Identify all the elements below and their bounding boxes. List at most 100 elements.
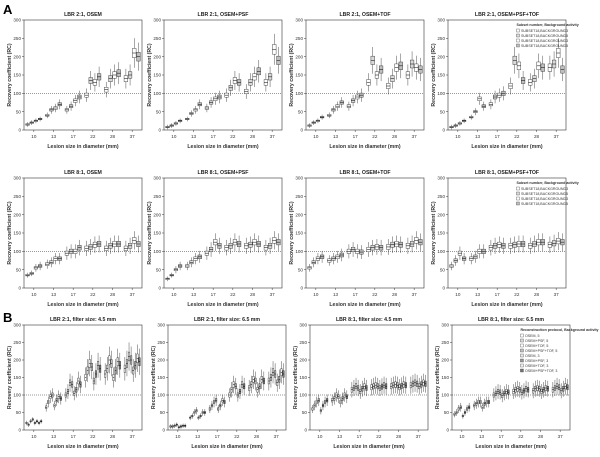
x-tick-label: 28 [110, 292, 116, 297]
chart-panel-12: LBR 8:1, filter size: 6.5 mm 0 50 100 150 200… [435, 317, 599, 450]
x-axis-label: Lesion size in diameter (mm) [47, 144, 118, 150]
y-tick-label: 150 [13, 231, 21, 236]
plot-frame [305, 177, 425, 289]
y-tick-label: 50 [440, 267, 446, 272]
y-tick-label: 50 [156, 267, 162, 272]
section-label-a: A [3, 2, 13, 17]
x-tick-label: 17 [211, 134, 217, 139]
x-tick-label: 22 [514, 292, 520, 297]
legend-swatch [516, 33, 520, 38]
y-tick-label: 250 [299, 340, 307, 345]
panel-title: LBR 2:1, OSEM+PSF+TOF [475, 12, 539, 18]
legend-item: SUBSET18,BACKGROUND3 [521, 39, 568, 43]
x-tick-label: 37 [416, 434, 422, 439]
y-tick-label: 150 [153, 73, 161, 78]
x-axis-label: Lesion size in diameter (mm) [47, 444, 118, 450]
y-tick-label: 200 [13, 54, 21, 59]
x-tick-label: 37 [554, 134, 560, 139]
x-tick-label: 37 [270, 292, 276, 297]
x-tick-label: 22 [90, 292, 96, 297]
legend-item: SUBSET18,BACKGROUND5 [521, 202, 568, 206]
chart-panel-2: LBR 2:1, OSEM+PSF 0 50 100 150 200 250 300 10 13 1… [147, 12, 283, 150]
x-axis-label: Lesion size in diameter (mm) [187, 144, 258, 150]
chart-panel-8: LBR 8:1, OSEM+PSF+TOF 0 50 100 150 200 250 300 1… [431, 170, 579, 308]
y-tick-label: 200 [295, 212, 303, 217]
x-tick-label: 13 [475, 134, 481, 139]
x-tick-label: 22 [372, 292, 378, 297]
x-tick-label: 13 [475, 292, 481, 297]
legend-item: SUBSET18,BACKGROUND3 [521, 197, 568, 201]
x-tick-label: 28 [538, 434, 544, 439]
x-tick-label: 17 [211, 292, 217, 297]
x-tick-label: 37 [558, 434, 564, 439]
y-tick-label: 200 [437, 212, 445, 217]
x-tick-label: 28 [110, 134, 116, 139]
y-tick-label: 150 [295, 231, 303, 236]
y-tick-label: 300 [153, 18, 161, 23]
y-tick-label: 100 [441, 393, 449, 398]
panel-title: LBR 8:1, filter size: 6.5 mm [478, 317, 544, 323]
x-tick-label: 17 [353, 292, 359, 297]
y-tick-label: 250 [437, 194, 445, 199]
y-tick-label: 250 [437, 36, 445, 41]
legend-item: OSEM+PSF+TOF, 5 [525, 349, 558, 353]
legend-title: Reconstruction protocol, Background acti… [520, 328, 598, 332]
plot-frame [163, 177, 283, 289]
y-tick-label: 50 [16, 410, 22, 415]
x-tick-label: 37 [270, 134, 276, 139]
y-axis-label: Recovery coefficient (RC) [431, 201, 437, 264]
y-tick-label: 300 [299, 323, 307, 328]
plot-frame [23, 19, 143, 131]
plot-frame [23, 177, 143, 289]
y-axis-label: Recovery coefficient (RC) [431, 43, 437, 106]
y-tick-label: 50 [298, 267, 304, 272]
x-tick-label: 17 [495, 134, 501, 139]
y-tick-label: 50 [444, 410, 450, 415]
y-tick-label: 50 [298, 109, 304, 114]
x-tick-label: 37 [130, 292, 136, 297]
y-axis-label: Recovery coefficient (RC) [435, 346, 441, 409]
y-tick-label: 150 [441, 375, 449, 380]
x-tick-label: 28 [392, 134, 398, 139]
x-tick-label: 28 [534, 134, 540, 139]
x-tick-label: 17 [215, 434, 221, 439]
y-tick-label: 100 [153, 91, 161, 96]
x-tick-label: 10 [171, 292, 177, 297]
y-tick-label: 300 [13, 323, 21, 328]
y-tick-label: 200 [441, 358, 449, 363]
y-tick-label: 200 [299, 358, 307, 363]
x-tick-label: 28 [250, 134, 256, 139]
legend-item: OSEM+TOF, 5 [525, 344, 548, 348]
legend-item: OSEM+PSF, 5 [525, 339, 548, 343]
legend-item: OSEM+TOF, 3 [525, 364, 548, 368]
y-tick-label: 50 [160, 410, 166, 415]
x-tick-label: 22 [376, 434, 382, 439]
panel-title: LBR 8:1, OSEM [64, 170, 102, 176]
chart-panel-11: LBR 8:1, filter size: 4.5 mm 0 50 100 150 200… [293, 317, 429, 450]
legend-swatch [520, 338, 524, 343]
y-tick-label: 250 [13, 36, 21, 41]
x-tick-label: 13 [51, 134, 57, 139]
y-tick-label: 200 [295, 54, 303, 59]
x-axis-label: Lesion size in diameter (mm) [475, 444, 546, 450]
y-tick-label: 250 [295, 194, 303, 199]
legend-swatch [516, 191, 520, 196]
x-tick-label: 17 [71, 134, 77, 139]
panel-title: LBR 8:1, OSEM+PSF+TOF [475, 170, 539, 176]
x-tick-label: 17 [357, 434, 363, 439]
y-tick-label: 300 [13, 18, 21, 23]
chart-panel-3: LBR 2:1, OSEM+TOF 0 50 100 150 200 250 300 10 13 1… [289, 12, 425, 150]
y-axis-label: Recovery coefficient (RC) [147, 201, 153, 264]
x-tick-label: 10 [175, 434, 181, 439]
y-tick-label: 0 [304, 428, 307, 433]
x-tick-label: 13 [51, 434, 57, 439]
x-axis-label: Lesion size in diameter (mm) [333, 444, 404, 450]
x-tick-label: 10 [313, 134, 319, 139]
x-tick-label: 22 [230, 134, 236, 139]
y-tick-label: 200 [437, 54, 445, 59]
panel-title: LBR 2:1, OSEM [64, 12, 102, 18]
y-tick-label: 300 [153, 176, 161, 181]
x-axis-label: Lesion size in diameter (mm) [471, 302, 542, 308]
panel-title: LBR 2:1, OSEM+TOF [339, 12, 390, 18]
